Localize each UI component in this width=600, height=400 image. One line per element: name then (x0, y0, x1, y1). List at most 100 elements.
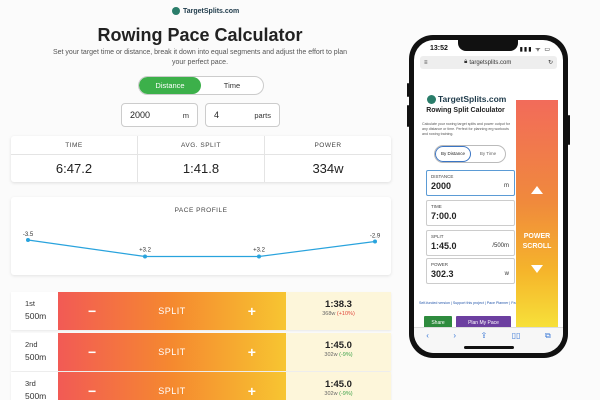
phone-side-button (407, 83, 409, 97)
phone-side-button (407, 105, 409, 127)
logo-icon (172, 7, 180, 15)
tab-by-time[interactable]: By Time (479, 151, 497, 157)
pace-profile-point[interactable] (257, 254, 261, 259)
split-minus-button[interactable]: − (88, 303, 97, 319)
split-number: 2nd (25, 340, 38, 349)
split-time: 1:45.0 (325, 379, 352, 390)
phone-side-button (568, 115, 570, 145)
address-bar[interactable]: ≡ 🔒︎ targetsplits.com ↻ (420, 56, 557, 69)
split-adjuster: − SPLIT + (58, 292, 286, 330)
split-power: 368w (+10%) (286, 311, 391, 317)
split-minus-button[interactable]: − (88, 383, 97, 399)
pace-profile-label: +3.2 (253, 248, 266, 254)
forward-icon[interactable]: › (453, 331, 457, 340)
split-minus-button[interactable]: − (88, 344, 97, 360)
stat-avg-split-value: 1:41.8 (182, 161, 220, 176)
split-power-delta: (+10%) (336, 311, 355, 317)
mobile-brand[interactable]: TargetSplits.com (427, 94, 506, 104)
stat-avg-split-label: AVG. SPLIT (181, 142, 221, 149)
split-distance: 500m (25, 391, 47, 400)
split-row: 3rd 500m − SPLIT +1:45.0 302w (-9%) (11, 372, 391, 400)
distance-input[interactable]: 2000 m (121, 103, 198, 127)
stat-time: TIME 6:47.2 (11, 136, 138, 182)
split-plus-button[interactable]: + (247, 344, 256, 360)
split-meta: 2nd 500m (25, 339, 46, 363)
field-label: SPLIT (431, 234, 444, 239)
mobile-split-field[interactable]: SPLIT 1:45.0 /500m (426, 230, 515, 256)
plan-my-pace-button[interactable]: Plan My Pace (456, 316, 511, 329)
split-power-watts: 302w (324, 391, 338, 397)
stat-power-value: 334w (312, 161, 344, 176)
page-subtitle: Set your target time or distance, break … (52, 49, 348, 66)
split-time: 1:45.0 (325, 340, 352, 351)
lock-icon: 🔒︎ (464, 59, 468, 65)
status-icons: ▮▮▮ ᯤ ▭ (519, 47, 551, 53)
power-scroll-panel[interactable]: POWER SCROLL (516, 100, 558, 329)
logo-icon (427, 94, 436, 104)
field-unit: /500m (492, 243, 509, 249)
split-adjuster: − SPLIT + (58, 372, 286, 400)
browser-toolbar: ‹ › ⇪ ▯▯ ⧉ (414, 327, 563, 353)
split-power: 302w (-9%) (286, 352, 391, 358)
split-adjuster: − SPLIT + (58, 333, 286, 371)
mobile-power-field[interactable]: POWER 302.3 w (426, 258, 515, 284)
split-plus-button[interactable]: + (247, 383, 256, 399)
arrow-down-icon[interactable] (531, 265, 543, 273)
power-scroll-label: POWER SCROLL (522, 233, 552, 250)
reload-icon[interactable]: ↻ (547, 60, 553, 66)
field-label: DISTANCE (431, 174, 454, 179)
tab-distance[interactable]: Distance (139, 77, 201, 94)
split-time: 1:38.3 (325, 299, 352, 310)
pace-profile-chart: -3.5 +3.2 +3.2 -2.9 (23, 232, 381, 259)
mobile-title: Rowing Split Calculator (426, 107, 505, 114)
pace-profile-point[interactable] (373, 239, 377, 244)
tabs-icon[interactable]: ⧉ (545, 331, 551, 340)
mobile-time-field[interactable]: TIME 7:00.0 (426, 200, 515, 226)
field-unit: m (504, 183, 509, 189)
split-plus-button[interactable]: + (247, 303, 256, 319)
split-result: 1:45.0 302w (-9%) (286, 333, 391, 371)
back-icon[interactable]: ‹ (426, 331, 429, 340)
pace-profile-point[interactable] (26, 238, 30, 242)
footer-links[interactable]: Self-funded version | Support this proje… (419, 301, 541, 305)
split-distance: 500m (25, 352, 47, 362)
split-number: 3rd (25, 379, 36, 388)
arrow-up-icon[interactable] (531, 186, 543, 194)
tab-by-distance[interactable]: By Distance (435, 146, 471, 162)
stat-avg-split: AVG. SPLIT 1:41.8 (138, 136, 265, 182)
parts-value: 4 (214, 110, 220, 120)
distance-value: 2000 (130, 110, 151, 120)
share-button[interactable]: Share (424, 316, 452, 329)
split-power: 302w (-9%) (286, 391, 391, 397)
share-icon[interactable]: ⇪ (480, 331, 488, 340)
field-label: POWER (431, 262, 449, 267)
brand-logo[interactable]: TargetSplits.com (172, 7, 239, 15)
notch (458, 40, 518, 51)
mobile-distance-field[interactable]: DISTANCE 2000 m (426, 170, 515, 196)
stat-time-label: TIME (65, 142, 83, 149)
parts-input[interactable]: 4 parts (205, 103, 280, 127)
status-bar: 13:52 ▮▮▮ ᯤ ▭ (414, 40, 563, 56)
field-value: 1:45.0 (431, 241, 457, 251)
pace-profile-label: +3.2 (139, 248, 152, 254)
split-label: SPLIT (158, 386, 186, 396)
pace-profile-line (27, 239, 376, 258)
split-result: 1:45.0 302w (-9%) (286, 372, 391, 400)
brand-name: TargetSplits.com (183, 7, 240, 15)
field-label: TIME (431, 204, 442, 209)
bookmarks-icon[interactable]: ▯▯ (511, 331, 521, 340)
phone-frame: 13:52 ▮▮▮ ᯤ ▭ ≡ 🔒︎ targetsplits.com ↻ Ta… (407, 35, 570, 358)
page-title: Rowing Pace Calculator (97, 25, 303, 45)
mobile-subtitle: Calculate your rowing target splits and … (422, 122, 510, 136)
split-meta: 1st 500m (25, 298, 46, 322)
reader-icon[interactable]: ≡ (424, 59, 428, 66)
phone-screen: 13:52 ▮▮▮ ᯤ ▭ ≡ 🔒︎ targetsplits.com ↻ Ta… (414, 40, 563, 353)
field-value: 7:00.0 (431, 211, 457, 221)
split-label: SPLIT (158, 347, 186, 357)
split-label: SPLIT (158, 306, 186, 316)
tab-time[interactable]: Time (223, 81, 241, 90)
pace-profile-point[interactable] (143, 254, 147, 259)
split-meta: 3rd 500m (25, 378, 46, 400)
distance-unit: m (182, 110, 189, 120)
pace-profile-label: -2.9 (370, 233, 381, 239)
